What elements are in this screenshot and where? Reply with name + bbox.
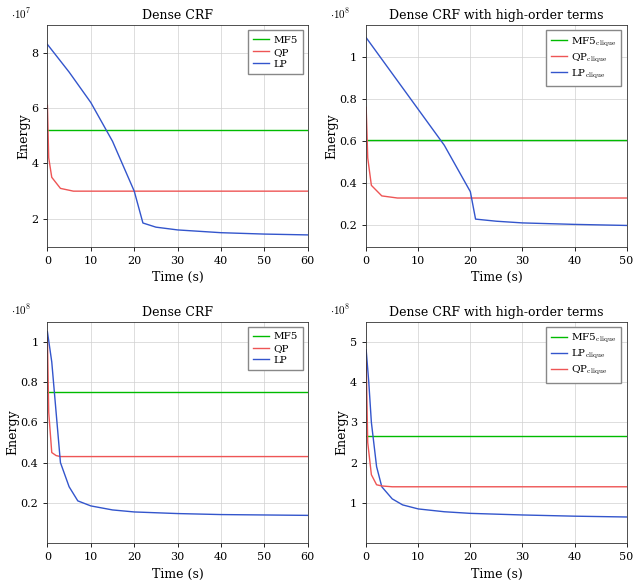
Text: $\cdot 10^7$: $\cdot 10^7$: [11, 6, 31, 21]
Legend: MF5, QP, LP: MF5, QP, LP: [248, 327, 303, 370]
Title: Dense CRF with high-order terms: Dense CRF with high-order terms: [389, 9, 604, 22]
X-axis label: Time (s): Time (s): [470, 271, 522, 284]
Y-axis label: Energy: Energy: [335, 410, 349, 456]
Title: Dense CRF: Dense CRF: [142, 9, 213, 22]
X-axis label: Time (s): Time (s): [152, 271, 204, 284]
Legend: MF5$_{\mathrm{clique}}$, QP$_{\mathrm{clique}}$, LP$_{\mathrm{clique}}$: MF5$_{\mathrm{clique}}$, QP$_{\mathrm{cl…: [546, 30, 621, 86]
Legend: MF5, QP, LP: MF5, QP, LP: [248, 30, 303, 74]
Title: Dense CRF: Dense CRF: [142, 306, 213, 319]
Title: Dense CRF with high-order terms: Dense CRF with high-order terms: [389, 306, 604, 319]
X-axis label: Time (s): Time (s): [470, 568, 522, 581]
Text: $\cdot 10^8$: $\cdot 10^8$: [330, 6, 350, 21]
Y-axis label: Energy: Energy: [17, 113, 30, 158]
X-axis label: Time (s): Time (s): [152, 568, 204, 581]
Text: $\cdot 10^8$: $\cdot 10^8$: [330, 302, 350, 317]
Y-axis label: Energy: Energy: [6, 410, 19, 456]
Legend: MF5$_{\mathrm{clique}}$, LP$_{\mathrm{clique}}$, QP$_{\mathrm{clique}}$: MF5$_{\mathrm{clique}}$, LP$_{\mathrm{cl…: [546, 327, 621, 383]
Text: $\cdot 10^8$: $\cdot 10^8$: [11, 302, 31, 317]
Y-axis label: Energy: Energy: [325, 113, 338, 158]
